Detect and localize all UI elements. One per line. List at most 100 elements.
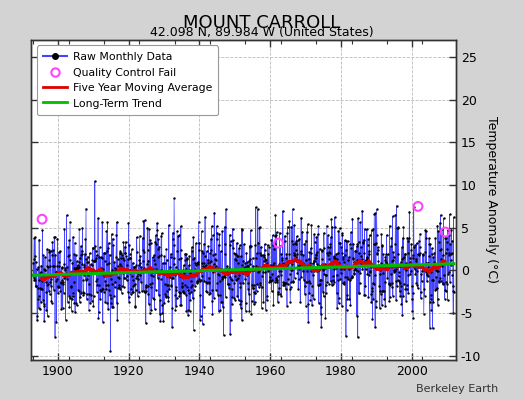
Point bbox=[308, 302, 316, 309]
Point bbox=[379, 288, 387, 294]
Point bbox=[151, 287, 160, 293]
Point bbox=[156, 311, 164, 317]
Point bbox=[292, 233, 301, 240]
Point bbox=[432, 284, 441, 291]
Point bbox=[384, 263, 392, 270]
Point bbox=[95, 282, 103, 288]
Point bbox=[210, 209, 219, 216]
Point bbox=[298, 268, 307, 275]
Point bbox=[137, 279, 145, 285]
Point bbox=[55, 259, 63, 265]
Point bbox=[86, 266, 94, 272]
Point bbox=[126, 254, 134, 261]
Point bbox=[182, 308, 191, 315]
Point bbox=[435, 220, 444, 226]
Point bbox=[255, 282, 264, 288]
Point bbox=[418, 251, 427, 257]
Point bbox=[69, 289, 78, 296]
Point bbox=[273, 276, 281, 283]
Point bbox=[61, 267, 69, 273]
Point bbox=[254, 206, 262, 212]
Point bbox=[318, 256, 326, 262]
Point bbox=[66, 294, 74, 301]
Point bbox=[199, 262, 207, 269]
Point bbox=[157, 267, 166, 274]
Point bbox=[57, 264, 66, 270]
Point bbox=[365, 250, 373, 257]
Point bbox=[307, 222, 315, 228]
Point bbox=[87, 292, 95, 298]
Point bbox=[243, 259, 252, 265]
Point bbox=[123, 262, 131, 268]
Point bbox=[361, 292, 369, 298]
Point bbox=[281, 280, 289, 286]
Point bbox=[179, 288, 188, 295]
Point bbox=[436, 275, 444, 281]
Point bbox=[60, 226, 69, 232]
Point bbox=[88, 262, 96, 268]
Point bbox=[255, 224, 264, 231]
Point bbox=[37, 262, 46, 269]
Point bbox=[370, 281, 378, 287]
Point bbox=[335, 260, 343, 266]
Point bbox=[180, 274, 188, 280]
Point bbox=[331, 224, 339, 230]
Point bbox=[257, 304, 266, 311]
Point bbox=[424, 263, 433, 270]
Point bbox=[91, 256, 99, 263]
Point bbox=[38, 272, 47, 278]
Point bbox=[152, 266, 160, 273]
Point bbox=[336, 276, 344, 283]
Point bbox=[430, 250, 439, 256]
Point bbox=[187, 278, 195, 284]
Point bbox=[223, 268, 231, 274]
Point bbox=[322, 290, 330, 296]
Point bbox=[70, 300, 79, 306]
Point bbox=[306, 279, 314, 286]
Point bbox=[405, 260, 413, 267]
Point bbox=[390, 263, 399, 270]
Point bbox=[347, 229, 355, 236]
Point bbox=[162, 246, 170, 252]
Point bbox=[348, 256, 357, 262]
Point bbox=[320, 230, 328, 236]
Point bbox=[301, 263, 309, 269]
Point bbox=[224, 280, 232, 287]
Point bbox=[217, 298, 225, 305]
Point bbox=[130, 281, 139, 287]
Point bbox=[299, 252, 308, 258]
Point bbox=[440, 259, 449, 265]
Point bbox=[290, 222, 298, 228]
Point bbox=[292, 241, 300, 247]
Point bbox=[362, 266, 370, 273]
Point bbox=[395, 269, 403, 275]
Point bbox=[418, 278, 426, 284]
Point bbox=[243, 272, 251, 278]
Point bbox=[438, 262, 446, 269]
Point bbox=[389, 249, 398, 256]
Point bbox=[410, 262, 419, 268]
Point bbox=[328, 261, 336, 267]
Point bbox=[428, 277, 436, 284]
Point bbox=[296, 265, 304, 271]
Point bbox=[368, 288, 376, 295]
Point bbox=[339, 256, 347, 262]
Point bbox=[416, 230, 424, 237]
Point bbox=[383, 274, 391, 281]
Point bbox=[111, 265, 119, 272]
Point bbox=[268, 277, 277, 284]
Point bbox=[221, 274, 230, 280]
Point bbox=[257, 244, 265, 250]
Point bbox=[186, 270, 194, 276]
Point bbox=[183, 255, 192, 261]
Point bbox=[238, 270, 247, 276]
Point bbox=[135, 289, 143, 296]
Point bbox=[359, 236, 368, 243]
Point bbox=[401, 251, 409, 258]
Point bbox=[333, 272, 341, 278]
Point bbox=[40, 266, 49, 273]
Point bbox=[259, 262, 267, 269]
Point bbox=[283, 302, 291, 309]
Point bbox=[313, 268, 322, 274]
Point bbox=[337, 303, 346, 309]
